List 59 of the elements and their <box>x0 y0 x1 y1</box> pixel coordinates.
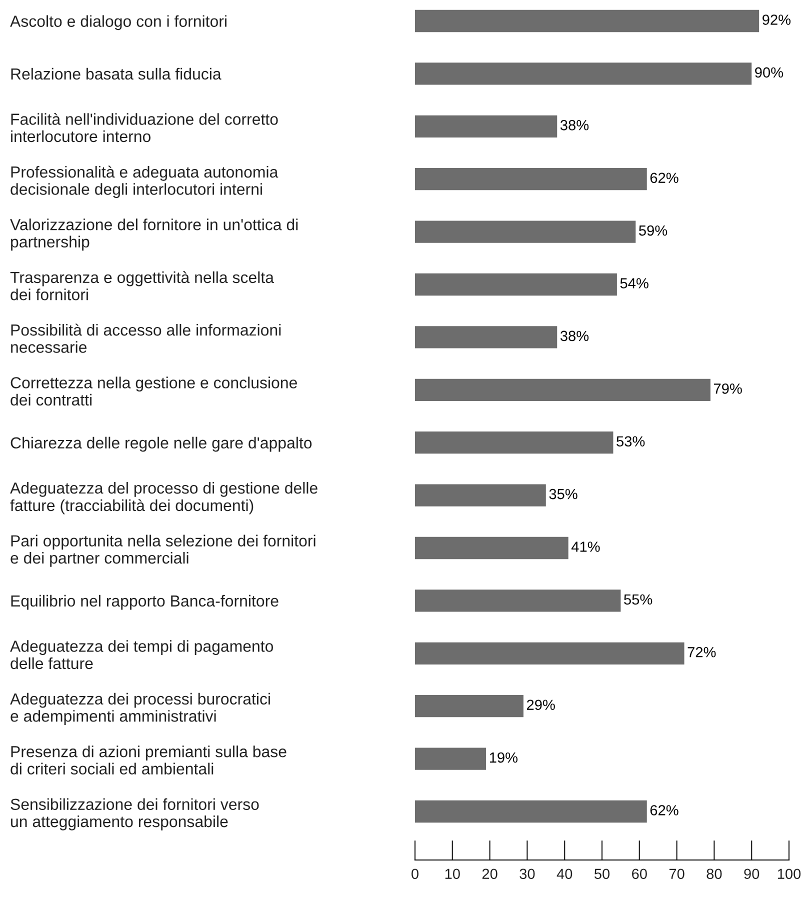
bar <box>415 115 558 138</box>
y-tick-label: Professionalità e adeguata autonomia decisionale degli interlocutori interni <box>10 166 278 198</box>
y-tick-label: Possibilità di accesso alle informazioni necessarie <box>11 324 281 353</box>
data-label: 55% <box>624 594 652 605</box>
x-tick-label: 60 <box>632 868 647 880</box>
bar <box>415 168 647 190</box>
data-label: 92% <box>762 14 791 25</box>
bar <box>415 800 647 823</box>
data-label: 62% <box>650 805 678 816</box>
bar <box>415 432 614 454</box>
y-tick-label: Ascolto e dialogo con i fornitori <box>10 15 226 30</box>
bar <box>415 536 568 560</box>
y-tick-label: Valorizzazione del fornitore in un'ottica di partnership <box>10 218 298 251</box>
y-tick-label: Relazione basata sulla fiducia <box>11 68 222 80</box>
y-tick-label: Adeguatezza dei processi burocratici e adempimenti amministrativi <box>10 692 270 725</box>
x-tick-label: 90 <box>744 868 760 880</box>
x-tick-label: 70 <box>669 868 684 880</box>
bar <box>415 273 617 296</box>
bar <box>415 590 621 612</box>
x-tick-label: 100 <box>778 868 801 880</box>
x-tick-label: 10 <box>445 868 460 880</box>
x-tick-label: 30 <box>520 868 535 880</box>
x-tick-label: 20 <box>482 868 498 880</box>
y-tick-label: Adeguatezza del processo di gestione delle fatture (tracciabilità dei documenti) <box>10 482 318 514</box>
data-label: 35% <box>549 488 578 500</box>
bar <box>415 326 558 348</box>
x-tick-label: 0 <box>412 868 418 880</box>
y-tick-label: Adeguatezza dei tempi di pagamento delle fatture <box>10 640 274 670</box>
bar <box>415 695 524 718</box>
y-tick-label: Pari opportunita nella selezione dei fornitori e dei partner commerciali <box>10 534 316 567</box>
bar <box>415 220 636 243</box>
bar <box>415 642 684 664</box>
bar <box>415 10 760 32</box>
bar <box>415 484 546 506</box>
data-label: 79% <box>714 383 742 394</box>
y-tick-label: Chiarezza delle regole nelle gare d'appalto <box>10 436 312 452</box>
data-label: 90% <box>755 67 784 78</box>
data-label: 29% <box>526 700 555 710</box>
bar <box>415 378 710 401</box>
x-tick-label: 40 <box>556 868 572 880</box>
data-label: 59% <box>639 225 668 236</box>
y-tick-label: Presenza di azioni premianti sulla base di criteri sociali ed ambientali <box>10 746 286 775</box>
data-label: 38% <box>560 330 589 342</box>
data-label: 62% <box>650 172 678 184</box>
data-label: 72% <box>688 646 716 658</box>
bar <box>415 748 486 770</box>
y-tick-label: Correttezza nella gestione e conclusione dei contratti <box>10 376 297 406</box>
data-label: 38% <box>560 120 589 130</box>
data-label: 41% <box>571 542 600 552</box>
y-tick-label: Trasparenza e oggettività nella scelta dei fornitori <box>10 271 274 300</box>
data-label: 53% <box>616 436 645 447</box>
data-label: 54% <box>620 278 648 288</box>
y-tick-label: Facilità nell'individuazione del corretto interlocutore interno <box>11 112 278 142</box>
y-tick-label: Sensibilizzazione dei fornitori verso un atteggiamento responsabile <box>10 798 259 830</box>
y-tick-label: Equilibrio nel rapporto Banca-fornitore <box>11 594 278 610</box>
x-tick-label: 50 <box>594 868 610 880</box>
x-tick-label: 80 <box>706 868 722 880</box>
data-label: 19% <box>490 752 518 763</box>
bar <box>415 62 752 85</box>
